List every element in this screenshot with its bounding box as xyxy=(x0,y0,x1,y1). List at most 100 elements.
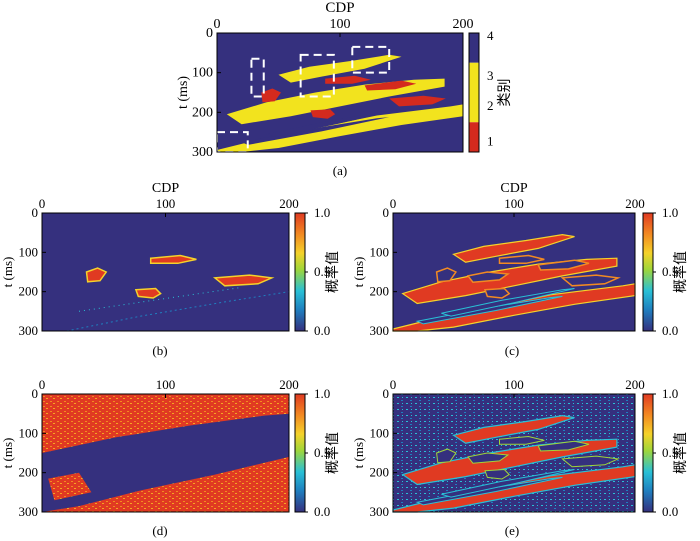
panel-caption: (d) xyxy=(152,523,167,538)
x-tick-label: 0 xyxy=(390,196,397,211)
x-tick-label: 100 xyxy=(156,377,176,392)
colorbar-tick-label: 1.0 xyxy=(314,205,330,220)
y-axis-label: t (ms) xyxy=(176,76,191,109)
highlight-box xyxy=(299,53,335,98)
y-tick-label: 0 xyxy=(383,205,390,220)
prob-hole xyxy=(498,254,545,265)
prob-hole xyxy=(499,435,545,445)
y-tick-label: 100 xyxy=(19,244,39,259)
panel-b: 0 100 200 0 100 200 300 CDP t (ms) (b) 0.0 0.5 1.0 概率… xyxy=(0,181,341,358)
y-axis-label: t (ms) xyxy=(0,438,15,469)
colorbar-tick-label: 0.0 xyxy=(314,504,330,519)
x-axis-label: CDP xyxy=(500,181,527,196)
x-tick-label: 100 xyxy=(504,377,524,392)
x-tick-label: 100 xyxy=(504,196,524,211)
x-axis-label: CDP xyxy=(152,181,179,196)
colorbar-tick-label: 3 xyxy=(487,68,494,83)
prob-high-patch xyxy=(48,472,92,501)
colorbar-tick-label: 0.0 xyxy=(662,504,678,519)
colorbar-tick-label: 1.0 xyxy=(314,386,330,401)
facies-class1-body xyxy=(310,109,336,119)
prob-hole xyxy=(483,287,511,299)
prob-high-region-lower xyxy=(42,480,289,512)
facies-class1-body xyxy=(325,75,371,84)
x-tick-label: 0 xyxy=(39,377,46,392)
prob-hole xyxy=(484,468,510,480)
prob-gap-upper xyxy=(441,288,575,317)
y-tick-label: 200 xyxy=(19,465,39,480)
y-axis-label: t (ms) xyxy=(0,257,15,288)
prob-trace xyxy=(78,287,240,312)
prob-hole xyxy=(466,271,510,283)
panel-c: 0 100 200 0 100 200 300 CDP t (ms) (c) 0.0 0.5 1.0 概率… xyxy=(351,181,689,358)
prob-hole xyxy=(467,452,510,464)
prob-high-body xyxy=(134,287,162,299)
x-tick-label: 200 xyxy=(625,377,645,392)
x-axis-label: CDP xyxy=(325,0,354,16)
facies-class1-body xyxy=(364,80,417,91)
facies-belt-middle xyxy=(226,78,445,125)
panel-d: 0 100 200 0 100 200 300 t (ms) (d) 0.0 0.5 1.0 概率值 xyxy=(0,377,341,538)
x-tick-label: 100 xyxy=(330,17,351,32)
facies-upper-lobe xyxy=(278,54,402,83)
y-tick-label: 100 xyxy=(192,66,213,81)
colorbar-tick-label: 0.5 xyxy=(662,264,678,279)
y-axis-label: t (ms) xyxy=(351,257,366,288)
x-tick-label: 200 xyxy=(625,196,645,211)
colorbar-tick-label: 4 xyxy=(487,28,494,43)
x-tick-label: 200 xyxy=(453,17,474,32)
colorbar xyxy=(294,393,306,513)
colorbar-label: 概率值 xyxy=(324,251,341,293)
facies-gap-lower xyxy=(241,117,390,145)
y-tick-label: 0 xyxy=(32,205,39,220)
colorbar-frame xyxy=(468,32,480,153)
y-tick-label: 300 xyxy=(19,323,39,338)
prob-high-body xyxy=(212,274,275,287)
y-axis-label: t (ms) xyxy=(351,438,366,469)
y-tick-label: 200 xyxy=(19,284,39,299)
highlight-box xyxy=(250,57,265,98)
plot-area xyxy=(42,213,289,331)
colorbar-label: 类别 xyxy=(497,79,513,107)
x-tick-label: 100 xyxy=(156,196,176,211)
colorbar-label: 概率值 xyxy=(324,432,341,474)
facies-class1-body xyxy=(261,88,281,103)
prob-low-region xyxy=(42,413,289,512)
colorbar-label: 概率值 xyxy=(672,251,689,293)
y-tick-label: 100 xyxy=(370,244,390,259)
prob-upper-lobe xyxy=(452,233,575,263)
prob-gap-upper xyxy=(441,469,575,498)
colorbar-segment xyxy=(469,62,479,93)
panel-caption: (a) xyxy=(333,163,347,178)
colorbar-tick-label: 1 xyxy=(487,134,494,149)
colorbar-segment xyxy=(469,122,479,152)
colorbar-tick-label: 0.0 xyxy=(662,323,678,338)
colorbar-tick-label: 0.5 xyxy=(662,445,678,460)
facies-gap-upper xyxy=(266,109,402,137)
colorbar-tick-label: 0.0 xyxy=(314,323,330,338)
prob-hole xyxy=(537,259,590,271)
facies-belt-lower xyxy=(217,104,463,152)
y-tick-label: 100 xyxy=(19,425,39,440)
y-tick-label: 200 xyxy=(192,105,213,120)
x-tick-label: 0 xyxy=(39,196,46,211)
colorbar-label: 概率值 xyxy=(672,432,689,474)
y-tick-label: 300 xyxy=(370,504,390,519)
colorbar xyxy=(642,212,654,332)
prob-hole xyxy=(436,448,457,464)
panel-caption: (c) xyxy=(505,343,519,358)
prob-high-body xyxy=(85,267,108,283)
panel-a: 0 100 200 0 100 200 300 CDP t (ms) (a) 1 2 3 4 类别 xyxy=(176,0,513,178)
colorbar-tick-label: 0.5 xyxy=(314,264,330,279)
x-tick-label: 200 xyxy=(279,196,299,211)
colorbar-tick-label: 1.0 xyxy=(662,386,678,401)
y-tick-label: 100 xyxy=(370,425,390,440)
y-tick-label: 200 xyxy=(370,465,390,480)
x-tick-label: 0 xyxy=(214,17,221,32)
prob-hole xyxy=(561,455,620,468)
colorbar-tick-label: 1.0 xyxy=(662,205,678,220)
y-tick-label: 0 xyxy=(32,386,39,401)
x-tick-label: 0 xyxy=(390,377,397,392)
highlight-box xyxy=(351,45,391,74)
prob-hole xyxy=(560,274,621,287)
